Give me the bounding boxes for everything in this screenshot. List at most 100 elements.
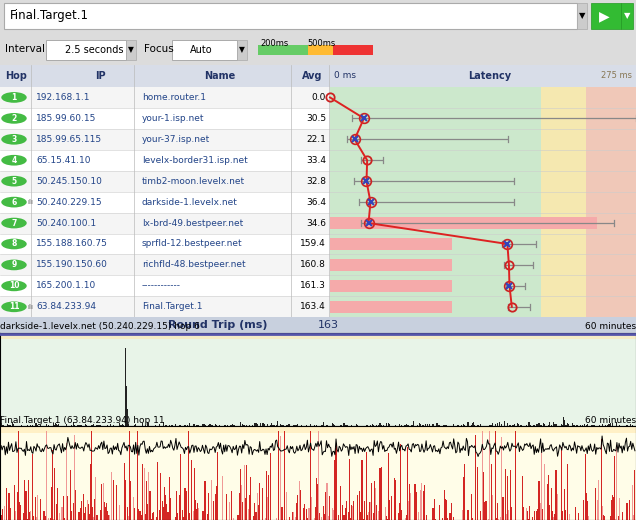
Bar (347, 425, 348, 426)
Circle shape (1, 302, 27, 312)
Text: ▼: ▼ (239, 45, 245, 55)
Text: 155.188.160.75: 155.188.160.75 (36, 240, 108, 249)
Bar (510, 425, 511, 426)
Bar (175, 424, 176, 426)
Bar (432, 424, 434, 426)
Bar (504, 469, 506, 520)
Bar (189, 513, 190, 520)
Bar (634, 470, 635, 520)
Bar (423, 425, 424, 426)
Bar (426, 425, 427, 426)
Bar (501, 424, 502, 426)
Bar (314, 518, 315, 520)
Bar (293, 425, 294, 426)
Bar (132, 497, 134, 520)
Bar (128, 424, 129, 426)
Bar (37, 495, 38, 520)
Bar (413, 421, 415, 426)
Bar (52, 450, 53, 520)
Bar (626, 503, 628, 520)
Bar (48, 518, 49, 520)
Bar (87, 500, 88, 520)
Text: 7: 7 (11, 218, 17, 228)
Text: 0.0: 0.0 (312, 93, 326, 102)
Bar (62, 496, 64, 520)
Bar (46, 40, 126, 60)
Bar (89, 514, 90, 520)
Bar (104, 502, 105, 520)
Bar (184, 425, 186, 426)
Bar (141, 515, 142, 520)
Bar (59, 513, 60, 520)
Bar (391, 496, 392, 520)
Bar (226, 495, 227, 520)
Bar (533, 424, 534, 426)
Bar (599, 425, 600, 426)
Bar (529, 422, 530, 426)
Bar (263, 423, 264, 426)
Bar (457, 425, 458, 426)
Text: 50.240.229.15: 50.240.229.15 (36, 198, 102, 206)
Bar (56, 504, 57, 520)
Bar (67, 496, 68, 520)
Bar (193, 511, 194, 520)
Bar (280, 424, 281, 426)
Bar (224, 425, 225, 426)
Text: 2: 2 (11, 114, 17, 123)
Text: ▼: ▼ (624, 11, 630, 20)
Bar (527, 511, 528, 520)
Bar (163, 422, 164, 426)
Bar (450, 503, 452, 520)
Bar (334, 460, 335, 520)
Bar (375, 488, 377, 520)
Bar (407, 425, 408, 426)
Bar (532, 517, 533, 520)
Bar (14, 485, 15, 520)
Bar (407, 447, 408, 520)
Bar (180, 454, 181, 520)
Bar (37, 424, 38, 426)
Bar (266, 471, 267, 520)
Bar (439, 425, 440, 426)
Bar (541, 425, 542, 426)
Bar (587, 501, 588, 520)
Bar (36, 423, 37, 426)
Bar (120, 424, 121, 426)
Bar (130, 481, 132, 520)
Bar (195, 500, 196, 520)
Bar (0, 254, 330, 276)
Text: 163: 163 (318, 320, 339, 330)
Bar (374, 480, 375, 520)
Bar (445, 425, 446, 426)
Bar (552, 511, 553, 520)
Bar (268, 475, 269, 520)
Bar (584, 424, 585, 426)
Bar (415, 492, 417, 520)
Bar (385, 507, 386, 520)
Bar (315, 506, 316, 520)
Bar (472, 518, 473, 520)
Bar (293, 512, 294, 520)
Bar (480, 424, 481, 426)
Bar (461, 425, 462, 426)
Bar (319, 425, 320, 426)
Bar (548, 424, 549, 426)
Bar (324, 425, 326, 426)
Bar (213, 501, 214, 520)
Bar (301, 425, 302, 426)
Bar (326, 483, 328, 520)
Bar (611, 500, 612, 520)
Bar (485, 501, 487, 520)
Bar (40, 499, 41, 520)
Bar (488, 425, 490, 426)
Bar (69, 425, 70, 426)
Text: sprfld-12.bestpeer.net: sprfld-12.bestpeer.net (142, 240, 242, 249)
Text: 10: 10 (9, 281, 19, 290)
Bar (401, 424, 402, 426)
Bar (18, 425, 19, 426)
Bar (40, 425, 41, 426)
Bar (8, 492, 10, 520)
Bar (198, 508, 199, 520)
Bar (71, 511, 72, 520)
Bar (385, 425, 386, 426)
